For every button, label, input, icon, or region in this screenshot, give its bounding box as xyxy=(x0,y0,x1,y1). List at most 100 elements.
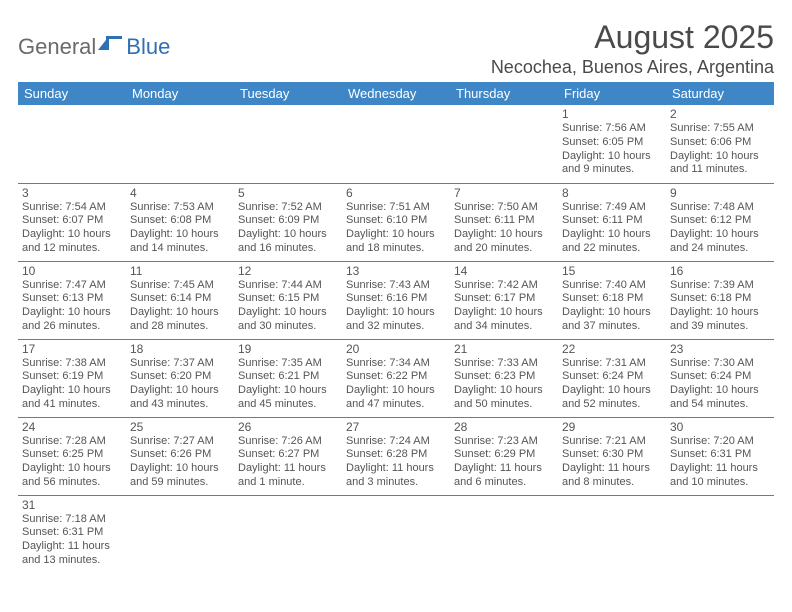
day-cell: 14Sunrise: 7:42 AMSunset: 6:17 PMDayligh… xyxy=(450,261,558,339)
day-cell: 22Sunrise: 7:31 AMSunset: 6:24 PMDayligh… xyxy=(558,339,666,417)
day-number: 22 xyxy=(562,342,662,356)
day-cell: 18Sunrise: 7:37 AMSunset: 6:20 PMDayligh… xyxy=(126,339,234,417)
day-details: Sunrise: 7:40 AMSunset: 6:18 PMDaylight:… xyxy=(562,279,662,334)
day-details: Sunrise: 7:26 AMSunset: 6:27 PMDaylight:… xyxy=(238,435,338,490)
calendar-week: 17Sunrise: 7:38 AMSunset: 6:19 PMDayligh… xyxy=(18,339,774,417)
day-details: Sunrise: 7:49 AMSunset: 6:11 PMDaylight:… xyxy=(562,201,662,256)
day-cell-empty xyxy=(126,105,234,183)
day-cell: 25Sunrise: 7:27 AMSunset: 6:26 PMDayligh… xyxy=(126,417,234,495)
day-cell: 7Sunrise: 7:50 AMSunset: 6:11 PMDaylight… xyxy=(450,183,558,261)
day-number: 1 xyxy=(562,107,662,121)
day-number: 15 xyxy=(562,264,662,278)
day-cell-empty xyxy=(666,495,774,573)
day-details: Sunrise: 7:37 AMSunset: 6:20 PMDaylight:… xyxy=(130,357,230,412)
calendar-week: 3Sunrise: 7:54 AMSunset: 6:07 PMDaylight… xyxy=(18,183,774,261)
day-cell: 19Sunrise: 7:35 AMSunset: 6:21 PMDayligh… xyxy=(234,339,342,417)
day-details: Sunrise: 7:21 AMSunset: 6:30 PMDaylight:… xyxy=(562,435,662,490)
day-details: Sunrise: 7:35 AMSunset: 6:21 PMDaylight:… xyxy=(238,357,338,412)
logo: General Blue xyxy=(18,20,170,60)
day-cell: 29Sunrise: 7:21 AMSunset: 6:30 PMDayligh… xyxy=(558,417,666,495)
month-title: August 2025 xyxy=(491,20,774,55)
day-details: Sunrise: 7:42 AMSunset: 6:17 PMDaylight:… xyxy=(454,279,554,334)
day-cell: 12Sunrise: 7:44 AMSunset: 6:15 PMDayligh… xyxy=(234,261,342,339)
day-cell: 26Sunrise: 7:26 AMSunset: 6:27 PMDayligh… xyxy=(234,417,342,495)
weekday-header: Friday xyxy=(558,82,666,105)
logo-text-left: General xyxy=(18,34,96,60)
weekday-header: Saturday xyxy=(666,82,774,105)
day-cell: 3Sunrise: 7:54 AMSunset: 6:07 PMDaylight… xyxy=(18,183,126,261)
day-cell: 1Sunrise: 7:56 AMSunset: 6:05 PMDaylight… xyxy=(558,105,666,183)
calendar-week: 1Sunrise: 7:56 AMSunset: 6:05 PMDaylight… xyxy=(18,105,774,183)
day-number: 2 xyxy=(670,107,770,121)
day-cell-empty xyxy=(450,105,558,183)
day-cell: 11Sunrise: 7:45 AMSunset: 6:14 PMDayligh… xyxy=(126,261,234,339)
day-details: Sunrise: 7:43 AMSunset: 6:16 PMDaylight:… xyxy=(346,279,446,334)
day-cell: 13Sunrise: 7:43 AMSunset: 6:16 PMDayligh… xyxy=(342,261,450,339)
day-cell-empty xyxy=(234,105,342,183)
calendar-body: 1Sunrise: 7:56 AMSunset: 6:05 PMDaylight… xyxy=(18,105,774,573)
day-cell: 4Sunrise: 7:53 AMSunset: 6:08 PMDaylight… xyxy=(126,183,234,261)
location: Necochea, Buenos Aires, Argentina xyxy=(491,57,774,78)
day-cell-empty xyxy=(450,495,558,573)
weekday-header: Thursday xyxy=(450,82,558,105)
day-number: 24 xyxy=(22,420,122,434)
day-details: Sunrise: 7:38 AMSunset: 6:19 PMDaylight:… xyxy=(22,357,122,412)
day-details: Sunrise: 7:54 AMSunset: 6:07 PMDaylight:… xyxy=(22,201,122,256)
day-number: 10 xyxy=(22,264,122,278)
day-details: Sunrise: 7:55 AMSunset: 6:06 PMDaylight:… xyxy=(670,122,770,177)
day-cell-empty xyxy=(18,105,126,183)
day-cell: 27Sunrise: 7:24 AMSunset: 6:28 PMDayligh… xyxy=(342,417,450,495)
day-cell: 2Sunrise: 7:55 AMSunset: 6:06 PMDaylight… xyxy=(666,105,774,183)
day-cell: 9Sunrise: 7:48 AMSunset: 6:12 PMDaylight… xyxy=(666,183,774,261)
day-number: 30 xyxy=(670,420,770,434)
logo-text-right: Blue xyxy=(126,34,170,60)
day-details: Sunrise: 7:50 AMSunset: 6:11 PMDaylight:… xyxy=(454,201,554,256)
day-cell: 24Sunrise: 7:28 AMSunset: 6:25 PMDayligh… xyxy=(18,417,126,495)
day-details: Sunrise: 7:34 AMSunset: 6:22 PMDaylight:… xyxy=(346,357,446,412)
day-details: Sunrise: 7:28 AMSunset: 6:25 PMDaylight:… xyxy=(22,435,122,490)
day-number: 19 xyxy=(238,342,338,356)
day-cell: 23Sunrise: 7:30 AMSunset: 6:24 PMDayligh… xyxy=(666,339,774,417)
day-number: 23 xyxy=(670,342,770,356)
day-details: Sunrise: 7:24 AMSunset: 6:28 PMDaylight:… xyxy=(346,435,446,490)
weekday-row: SundayMondayTuesdayWednesdayThursdayFrid… xyxy=(18,82,774,105)
calendar-week: 24Sunrise: 7:28 AMSunset: 6:25 PMDayligh… xyxy=(18,417,774,495)
day-number: 9 xyxy=(670,186,770,200)
calendar-week: 31Sunrise: 7:18 AMSunset: 6:31 PMDayligh… xyxy=(18,495,774,573)
day-number: 18 xyxy=(130,342,230,356)
day-details: Sunrise: 7:56 AMSunset: 6:05 PMDaylight:… xyxy=(562,122,662,177)
day-number: 16 xyxy=(670,264,770,278)
day-number: 5 xyxy=(238,186,338,200)
flag-icon xyxy=(98,36,124,54)
day-cell: 6Sunrise: 7:51 AMSunset: 6:10 PMDaylight… xyxy=(342,183,450,261)
day-number: 13 xyxy=(346,264,446,278)
day-cell: 20Sunrise: 7:34 AMSunset: 6:22 PMDayligh… xyxy=(342,339,450,417)
day-cell: 16Sunrise: 7:39 AMSunset: 6:18 PMDayligh… xyxy=(666,261,774,339)
day-details: Sunrise: 7:51 AMSunset: 6:10 PMDaylight:… xyxy=(346,201,446,256)
day-details: Sunrise: 7:20 AMSunset: 6:31 PMDaylight:… xyxy=(670,435,770,490)
day-cell: 5Sunrise: 7:52 AMSunset: 6:09 PMDaylight… xyxy=(234,183,342,261)
weekday-header: Wednesday xyxy=(342,82,450,105)
day-details: Sunrise: 7:33 AMSunset: 6:23 PMDaylight:… xyxy=(454,357,554,412)
day-details: Sunrise: 7:30 AMSunset: 6:24 PMDaylight:… xyxy=(670,357,770,412)
day-cell-empty xyxy=(234,495,342,573)
day-number: 14 xyxy=(454,264,554,278)
header: General Blue August 2025 Necochea, Bueno… xyxy=(18,20,774,78)
day-number: 20 xyxy=(346,342,446,356)
title-block: August 2025 Necochea, Buenos Aires, Arge… xyxy=(491,20,774,78)
day-details: Sunrise: 7:52 AMSunset: 6:09 PMDaylight:… xyxy=(238,201,338,256)
weekday-header: Tuesday xyxy=(234,82,342,105)
day-number: 7 xyxy=(454,186,554,200)
day-details: Sunrise: 7:23 AMSunset: 6:29 PMDaylight:… xyxy=(454,435,554,490)
day-details: Sunrise: 7:31 AMSunset: 6:24 PMDaylight:… xyxy=(562,357,662,412)
weekday-header: Monday xyxy=(126,82,234,105)
day-details: Sunrise: 7:39 AMSunset: 6:18 PMDaylight:… xyxy=(670,279,770,334)
day-number: 27 xyxy=(346,420,446,434)
day-number: 17 xyxy=(22,342,122,356)
day-number: 31 xyxy=(22,498,122,512)
day-details: Sunrise: 7:18 AMSunset: 6:31 PMDaylight:… xyxy=(22,513,122,568)
day-details: Sunrise: 7:44 AMSunset: 6:15 PMDaylight:… xyxy=(238,279,338,334)
day-number: 4 xyxy=(130,186,230,200)
day-number: 12 xyxy=(238,264,338,278)
day-number: 6 xyxy=(346,186,446,200)
